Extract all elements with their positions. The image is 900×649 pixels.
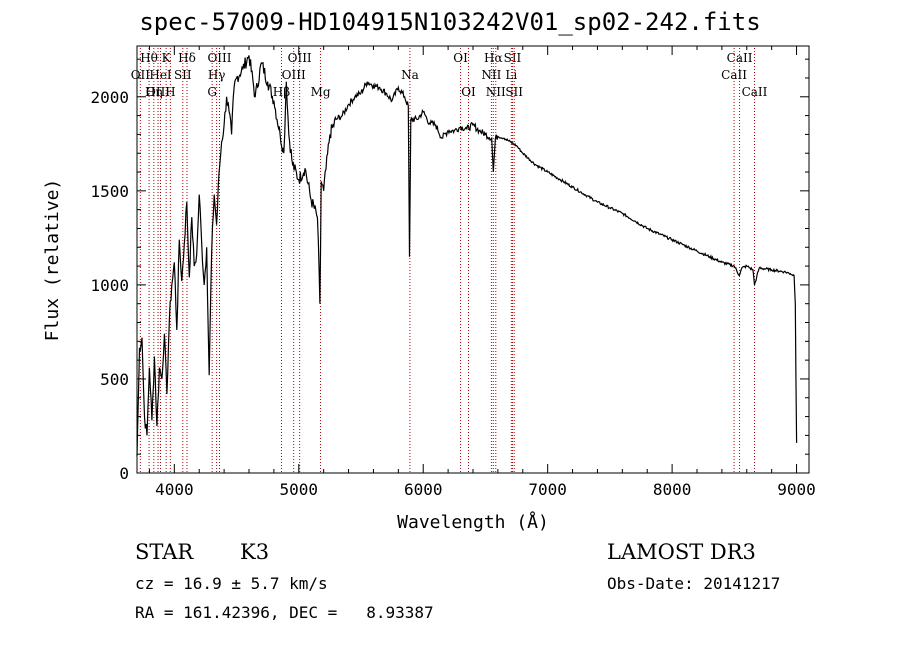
line-label-27: CaII xyxy=(742,85,768,99)
x-tick-label-0: 4000 xyxy=(155,480,194,499)
line-label-6: Hδ xyxy=(178,51,196,65)
line-label-3: K xyxy=(162,51,172,65)
x-tick-label-5: 9000 xyxy=(777,480,816,499)
coordinates: RA = 161.42396, DEC = 8.93387 xyxy=(135,603,434,622)
line-label-1: OII xyxy=(131,68,151,82)
axis-ticks: 4000 5000 6000 7000 8000 9000 0 500 1000 1500 2000 xyxy=(90,46,816,499)
line-label-18: OI xyxy=(461,85,476,99)
x-axis-label: Wavelength (Å) xyxy=(397,511,549,533)
line-label-0: Hθ xyxy=(140,51,158,65)
x-tick-label-1: 5000 xyxy=(280,480,319,499)
cz-readout: cz = 16.9 ± 5.7 km/s xyxy=(135,574,328,593)
line-label-9: OIII xyxy=(207,51,231,65)
line-label-2: OIII xyxy=(146,85,170,99)
line-label-17: OI xyxy=(453,51,468,65)
y-tick-label-1: 500 xyxy=(100,370,129,389)
line-label-25: CaII xyxy=(727,51,753,65)
y-tick-label-4: 2000 xyxy=(90,88,129,107)
star-label: STAR xyxy=(135,540,194,564)
survey-name: LAMOST DR3 xyxy=(607,540,756,564)
line-label-8: H xyxy=(165,85,175,99)
y-axis-label: Flux (relative) xyxy=(42,179,63,342)
line-label-5: Hη xyxy=(145,85,163,99)
line-label-16: Na xyxy=(401,68,419,82)
spectrum-line xyxy=(136,55,798,457)
chart-title: spec-57009-HD104915N103242V01_sp02-242.f… xyxy=(139,8,761,36)
plot-frame xyxy=(136,45,810,474)
line-label-11: G xyxy=(207,85,217,99)
line-label-13: OIII xyxy=(282,68,306,82)
x-tick-label-2: 6000 xyxy=(404,480,443,499)
line-label-20: SII xyxy=(504,51,522,65)
line-label-22: Li xyxy=(505,68,517,82)
line-label-24: SII xyxy=(505,85,523,99)
x-tick-label-3: 7000 xyxy=(528,480,567,499)
line-label-23: NII xyxy=(486,85,506,99)
line-label-14: Hβ xyxy=(273,85,290,99)
obs-date: Obs-Date: 20141217 xyxy=(607,574,781,593)
y-tick-label-2: 1000 xyxy=(90,276,129,295)
line-label-12: OIII xyxy=(288,51,312,65)
line-label-15: Mg xyxy=(311,85,331,99)
line-label-26: CaII xyxy=(721,68,747,82)
line-label-4: HeI xyxy=(149,68,172,82)
line-label-21: NII xyxy=(481,68,501,82)
line-label-19: Hα xyxy=(484,51,503,65)
line-label-10: Hγ xyxy=(208,68,226,82)
y-tick-label-3: 1500 xyxy=(90,182,129,201)
x-tick-label-4: 8000 xyxy=(653,480,692,499)
y-tick-label-0: 0 xyxy=(119,464,129,483)
line-label-7: SII xyxy=(174,68,192,82)
spectral-class: K3 xyxy=(240,540,270,564)
